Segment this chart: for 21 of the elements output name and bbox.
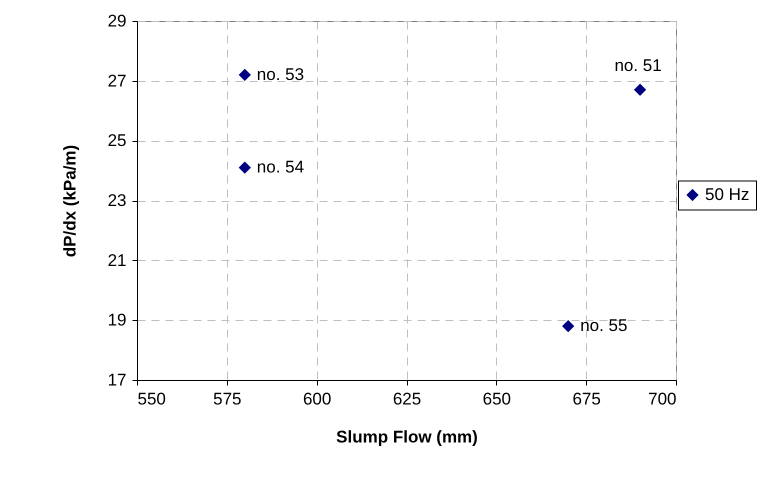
x-tick-label: 650	[482, 390, 512, 408]
x-axis-title: Slump Flow (mm)	[336, 428, 478, 446]
annotation: no. 53	[256, 64, 304, 84]
y-tick-label: 17	[108, 370, 126, 390]
y-tick-label: 23	[108, 191, 126, 210]
x-tick-label: 625	[392, 390, 422, 408]
annotation: no. 55	[580, 316, 628, 336]
legend-label: 50 Hz	[705, 185, 750, 204]
annotation: no. 54	[256, 158, 304, 177]
x-tick-label: 600	[302, 390, 332, 408]
x-tick-label: 575	[213, 390, 242, 408]
y-tick-label: 29	[108, 12, 126, 30]
y-axis-title: dP/dx (kPa/m)	[60, 144, 80, 258]
x-tick-label: 675	[572, 390, 601, 408]
y-tick-label: 25	[108, 131, 126, 150]
x-tick-label: 700	[648, 390, 676, 408]
y-tick-label: 27	[108, 71, 126, 90]
y-tick-label: 19	[108, 310, 126, 330]
x-tick-label: 550	[138, 390, 166, 408]
annotation: no. 51	[614, 56, 662, 75]
y-tick-label: 21	[108, 250, 126, 270]
